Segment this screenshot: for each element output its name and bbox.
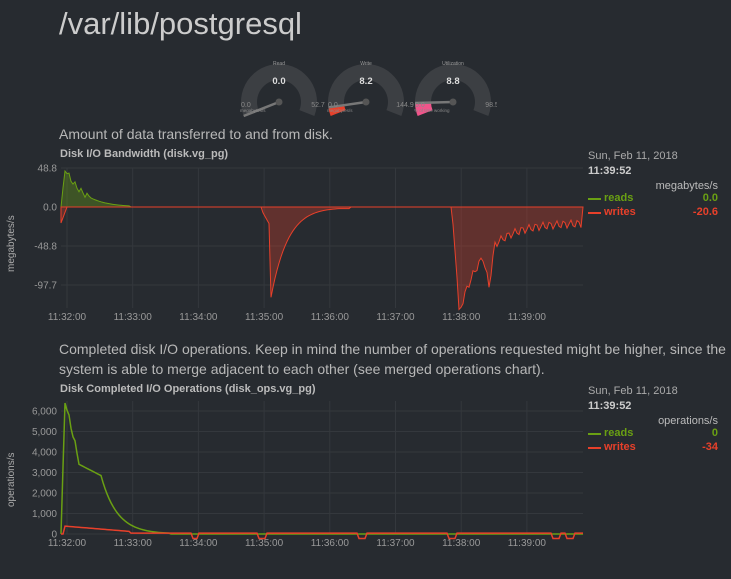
x-tick-label: 11:39:00: [508, 312, 547, 323]
legend-series-name: writes: [604, 441, 636, 453]
chart-legend: Sun, Feb 11, 2018 11:39:52 megabytes/s r…: [588, 150, 718, 220]
gauge-min: 0.0: [328, 102, 338, 109]
x-tick-label: 11:32:00: [48, 538, 87, 549]
y-tick-label: 2,000: [32, 489, 57, 500]
series-area-reads[interactable]: [60, 169, 583, 208]
section-description-operations: Completed disk I/O operations. Keep in m…: [59, 341, 726, 377]
gauge-value: 8.8: [446, 76, 459, 87]
x-tick-label: 11:37:00: [376, 312, 415, 323]
y-tick-label: 5,000: [32, 427, 57, 438]
gauge-utilization[interactable]: Utilization 8.8 0.0 98.5 % of time working: [414, 61, 497, 116]
y-tick-label: 48.8: [38, 164, 58, 175]
gauge-needle: [328, 100, 367, 109]
x-tick-label: 11:35:00: [245, 312, 284, 323]
gauge-max: 52.7: [311, 102, 325, 109]
series-line-reads[interactable]: [60, 402, 583, 535]
legend-swatch: [588, 433, 601, 435]
gauge-pivot: [362, 98, 370, 106]
gauge-track: [241, 63, 317, 116]
legend-swatch: [588, 198, 601, 200]
gauge-units: megabytes/s: [240, 108, 266, 113]
legend-row-reads[interactable]: reads 0: [588, 427, 718, 441]
legend-series-name: reads: [604, 192, 634, 204]
legend-units: operations/s: [658, 415, 718, 427]
x-tick-label: 11:32:00: [48, 312, 87, 323]
x-tick-label: 11:36:00: [311, 538, 350, 549]
legend-series-name: writes: [604, 206, 636, 218]
gauge-value: 8.2: [359, 76, 372, 87]
y-tick-label: -48.8: [34, 242, 57, 253]
legend-series-value: -34: [702, 441, 718, 453]
legend-swatch: [588, 447, 601, 449]
gauge-max: 144.9: [396, 102, 414, 109]
x-tick-label: 11:34:00: [179, 312, 218, 323]
y-tick-label: 0: [51, 530, 57, 541]
section-description-bandwidth: Amount of data transferred to and from d…: [59, 126, 333, 142]
chart-title: Disk I/O Bandwidth (disk.vg_pg): [60, 148, 229, 160]
legend-date: Sun, Feb 11, 2018: [588, 385, 678, 397]
y-axis: 6,000 5,000 4,000 3,000 2,000 1,000 0: [32, 407, 583, 541]
y-tick-label: 1,000: [32, 509, 57, 520]
disk-io-bandwidth-chart[interactable]: Disk I/O Bandwidth (disk.vg_pg) megabyte…: [0, 148, 731, 326]
gauge-min: 0.0: [415, 102, 425, 109]
x-tick-label: 11:33:00: [114, 312, 153, 323]
gauge-max: 98.5: [485, 102, 497, 109]
gauge-track: [328, 64, 404, 116]
gauge-track: [415, 64, 491, 116]
gauge-label: Write: [360, 61, 372, 67]
legend-series-value: 0: [711, 427, 718, 439]
series-line-writes[interactable]: [61, 525, 583, 540]
x-axis: 11:32:00 11:33:00 11:34:00 11:35:00 11:36:00…: [48, 401, 547, 549]
legend-swatch: [588, 212, 601, 214]
y-tick-label: 3,000: [32, 468, 57, 479]
gauge-label: Utilization: [442, 61, 464, 67]
x-tick-label: 11:34:00: [179, 538, 218, 549]
x-tick-label: 11:39:00: [508, 538, 547, 549]
y-tick-label: -97.7: [34, 281, 57, 292]
series-area-writes[interactable]: [60, 206, 584, 311]
chart-legend: Sun, Feb 11, 2018 11:39:52 operations/s …: [588, 385, 718, 455]
gauge-needle: [414, 100, 454, 105]
legend-date: Sun, Feb 11, 2018: [588, 150, 678, 162]
x-tick-label: 11:38:00: [442, 538, 481, 549]
x-axis: 11:32:00 11:33:00 11:34:00 11:35:00 11:36:00…: [48, 168, 547, 323]
gauge-needle: [243, 100, 280, 118]
gauge-min: 0.0: [241, 102, 251, 109]
gauge-units: megabytes/s: [327, 108, 353, 113]
gauge-fill: [415, 102, 433, 116]
x-tick-label: 11:36:00: [311, 312, 350, 323]
legend-row-writes[interactable]: writes -34: [588, 441, 718, 455]
legend-time: 11:39:52: [588, 165, 632, 177]
y-tick-label: 6,000: [32, 407, 57, 418]
gauge-value: 0.0: [272, 76, 285, 87]
gauge-label: Read: [273, 61, 285, 67]
legend-time: 11:39:52: [588, 400, 632, 412]
legend-series-value: 0.0: [702, 192, 718, 204]
disk-completed-io-chart[interactable]: Disk Completed I/O Operations (disk_ops.…: [0, 383, 731, 561]
y-tick-label: 4,000: [32, 448, 57, 459]
x-tick-label: 11:37:00: [376, 538, 415, 549]
gauge-pivot: [275, 98, 283, 106]
x-tick-label: 11:38:00: [442, 312, 481, 323]
x-tick-label: 11:35:00: [245, 538, 284, 549]
legend-row-writes[interactable]: writes -20.6: [588, 206, 718, 220]
legend-series-value: -20.6: [692, 206, 718, 218]
x-tick-label: 11:33:00: [114, 538, 153, 549]
gauge-pivot: [449, 98, 457, 106]
legend-row-reads[interactable]: reads 0.0: [588, 192, 718, 206]
gauge-write[interactable]: Write 8.2 0.0 144.9 megabytes/s: [327, 61, 414, 116]
legend-series-name: reads: [604, 427, 634, 439]
gauge-read[interactable]: Read 0.0 0.0 52.7 megabytes/s: [240, 61, 325, 118]
y-tick-label: 0.0: [43, 203, 57, 214]
gauge-units: % of time working: [414, 108, 450, 113]
page-title: /var/lib/postgresql: [59, 6, 302, 41]
chart-title: Disk Completed I/O Operations (disk_ops.…: [60, 383, 316, 395]
chart-plot[interactable]: 48.8 0.0 -48.8 -97.7 11:32:00 11:33:00 11:34:0…: [0, 148, 731, 326]
legend-units: megabytes/s: [655, 180, 718, 192]
